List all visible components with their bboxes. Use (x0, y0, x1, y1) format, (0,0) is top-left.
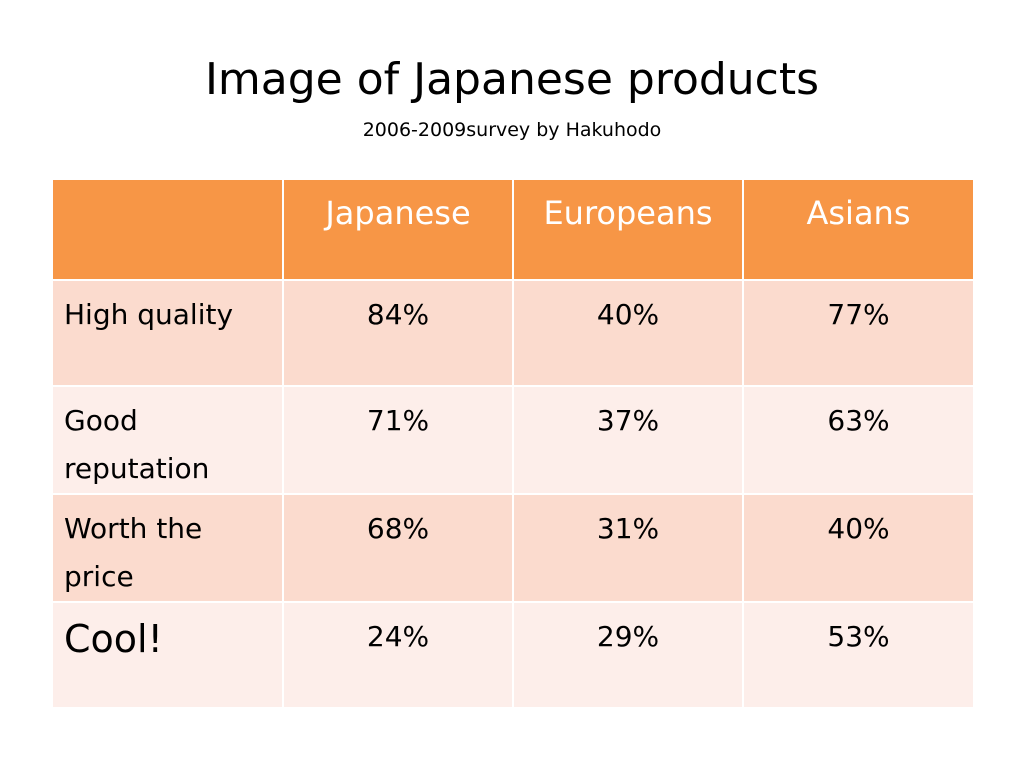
row-label-good-reputation: Good reputation (51, 385, 284, 495)
cell-high-quality-europeans: 40% (512, 279, 744, 387)
cell-cool-europeans: 29% (512, 601, 744, 709)
slide-title: Image of Japanese products (204, 54, 820, 105)
cell-good-reputation-asians: 63% (742, 385, 975, 495)
table-row: Good reputation 71% 37% 63% (51, 385, 975, 495)
header-corner-cell (51, 178, 284, 281)
cell-high-quality-japanese: 84% (282, 279, 514, 387)
table-row: Cool! 24% 29% 53% (51, 601, 975, 709)
cell-cool-japanese: 24% (282, 601, 514, 709)
row-label-worth-the-price: Worth the price (51, 493, 284, 603)
cell-cool-asians: 53% (742, 601, 975, 709)
row-label-cool: Cool! (51, 601, 284, 709)
header-europeans: Europeans (512, 178, 744, 281)
header-asians: Asians (742, 178, 975, 281)
slide-subtitle: 2006-2009survey by Hakuhodo (362, 119, 662, 141)
cell-worth-the-price-japanese: 68% (282, 493, 514, 603)
cell-worth-the-price-asians: 40% (742, 493, 975, 603)
table-row: High quality 84% 40% 77% (51, 279, 975, 387)
cell-worth-the-price-europeans: 31% (512, 493, 744, 603)
cell-high-quality-asians: 77% (742, 279, 975, 387)
table-row: Worth the price 68% 31% 40% (51, 493, 975, 603)
cell-good-reputation-europeans: 37% (512, 385, 744, 495)
row-label-high-quality: High quality (51, 279, 284, 387)
cell-good-reputation-japanese: 71% (282, 385, 514, 495)
survey-table: Japanese Europeans Asians High quality 8… (51, 178, 975, 709)
table-header-row: Japanese Europeans Asians (51, 178, 975, 281)
header-japanese: Japanese (282, 178, 514, 281)
